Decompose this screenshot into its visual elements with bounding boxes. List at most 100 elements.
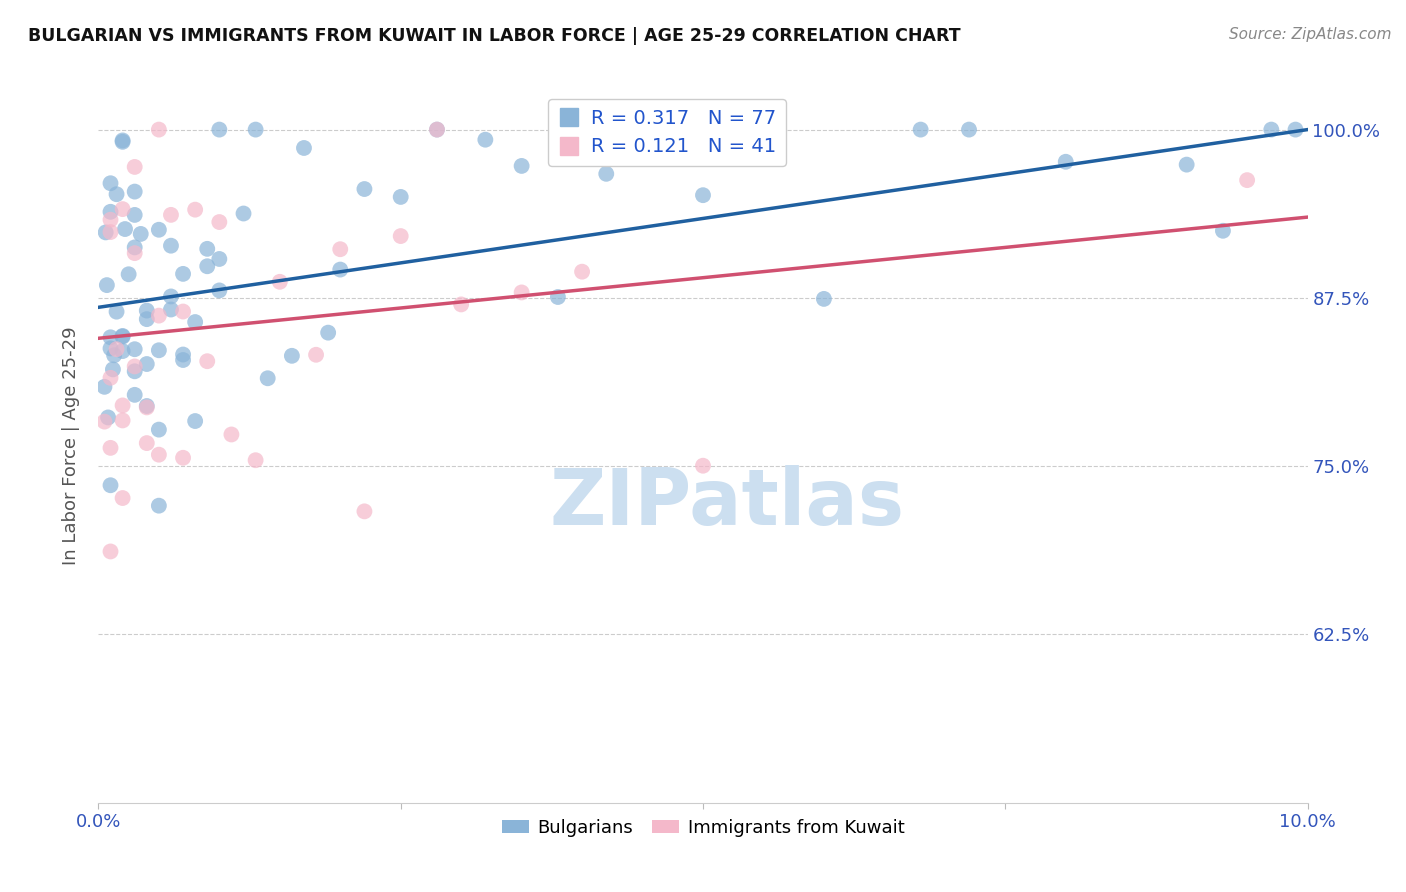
Point	[148, 122, 170, 136]
Point	[100, 371, 122, 385]
Point	[692, 188, 714, 202]
Point	[111, 202, 134, 216]
Point	[124, 364, 146, 378]
Point	[111, 329, 134, 343]
Point	[160, 302, 183, 317]
Point	[329, 262, 352, 277]
Point	[148, 448, 170, 462]
Point	[353, 182, 375, 196]
Point	[208, 122, 231, 136]
Point	[148, 423, 170, 437]
Point	[111, 133, 134, 147]
Point	[195, 259, 218, 273]
Point	[172, 450, 194, 465]
Point	[571, 265, 593, 279]
Point	[100, 478, 122, 492]
Point	[124, 160, 146, 174]
Point	[93, 380, 115, 394]
Point	[245, 122, 267, 136]
Point	[160, 208, 183, 222]
Point	[111, 329, 134, 343]
Point	[256, 371, 278, 385]
Point	[135, 399, 157, 413]
Point	[184, 315, 207, 329]
Point	[160, 289, 183, 303]
Point	[111, 344, 134, 359]
Point	[148, 499, 170, 513]
Point	[172, 347, 194, 361]
Point	[124, 388, 146, 402]
Point	[111, 135, 134, 149]
Point	[93, 415, 115, 429]
Point	[100, 441, 122, 455]
Point	[100, 544, 122, 558]
Point	[692, 458, 714, 473]
Point	[353, 504, 375, 518]
Point	[100, 330, 122, 344]
Point	[100, 176, 122, 190]
Point	[281, 349, 304, 363]
Point	[813, 292, 835, 306]
Point	[474, 133, 496, 147]
Point	[1236, 173, 1258, 187]
Point	[94, 226, 117, 240]
Point	[124, 185, 146, 199]
Point	[118, 267, 141, 281]
Text: BULGARIAN VS IMMIGRANTS FROM KUWAIT IN LABOR FORCE | AGE 25-29 CORRELATION CHART: BULGARIAN VS IMMIGRANTS FROM KUWAIT IN L…	[28, 27, 960, 45]
Point	[208, 215, 231, 229]
Point	[426, 122, 449, 136]
Point	[269, 275, 291, 289]
Point	[184, 202, 207, 217]
Point	[172, 353, 194, 368]
Point	[124, 208, 146, 222]
Point	[426, 122, 449, 136]
Point	[101, 362, 124, 376]
Point	[124, 246, 146, 260]
Point	[510, 285, 533, 300]
Point	[1212, 224, 1234, 238]
Point	[148, 223, 170, 237]
Point	[329, 242, 352, 256]
Point	[135, 401, 157, 415]
Legend: Bulgarians, Immigrants from Kuwait: Bulgarians, Immigrants from Kuwait	[495, 812, 911, 844]
Point	[148, 343, 170, 358]
Point	[111, 399, 134, 413]
Point	[1260, 122, 1282, 136]
Point	[1284, 122, 1306, 136]
Point	[1175, 158, 1198, 172]
Text: Source: ZipAtlas.com: Source: ZipAtlas.com	[1229, 27, 1392, 42]
Point	[221, 427, 243, 442]
Point	[195, 242, 218, 256]
Point	[910, 122, 932, 136]
Point	[124, 359, 146, 374]
Point	[114, 222, 136, 236]
Point	[232, 206, 254, 220]
Point	[316, 326, 339, 340]
Point	[105, 187, 128, 202]
Point	[135, 357, 157, 371]
Point	[97, 410, 120, 425]
Point	[105, 342, 128, 356]
Point	[111, 413, 134, 427]
Point	[305, 348, 328, 362]
Point	[389, 229, 412, 244]
Point	[957, 122, 980, 136]
Point	[595, 167, 617, 181]
Point	[172, 304, 194, 318]
Point	[208, 252, 231, 266]
Point	[135, 436, 157, 450]
Text: ZIPatlas: ZIPatlas	[550, 465, 904, 541]
Point	[135, 303, 157, 318]
Point	[195, 354, 218, 368]
Point	[111, 491, 134, 505]
Point	[389, 190, 412, 204]
Point	[96, 278, 118, 293]
Point	[1054, 154, 1077, 169]
Point	[100, 204, 122, 219]
Point	[129, 227, 152, 241]
Point	[100, 225, 122, 239]
Y-axis label: In Labor Force | Age 25-29: In Labor Force | Age 25-29	[62, 326, 80, 566]
Point	[124, 342, 146, 356]
Point	[105, 304, 128, 318]
Point	[208, 284, 231, 298]
